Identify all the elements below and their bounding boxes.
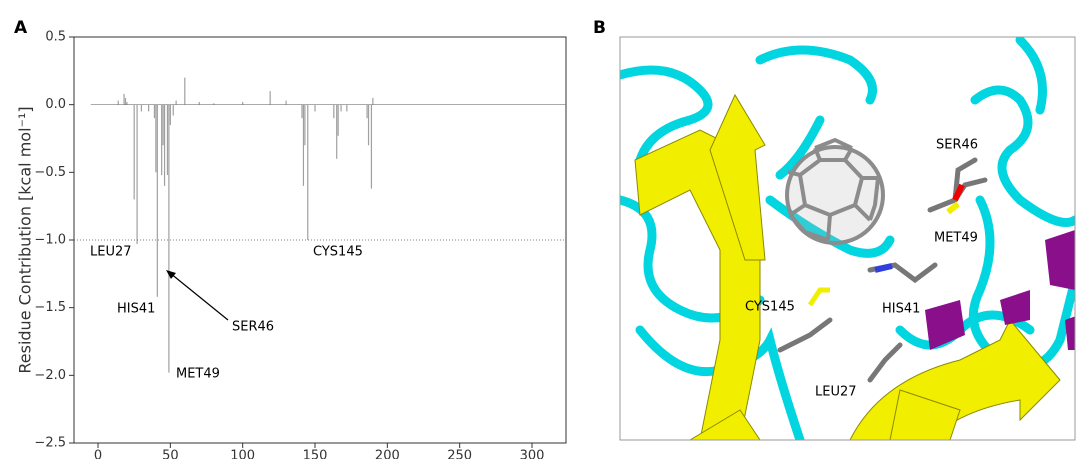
bar: [242, 101, 244, 105]
bar: [302, 104, 305, 186]
residue-label: CYS145: [745, 300, 795, 315]
bar: [161, 104, 163, 176]
bar: [307, 104, 309, 241]
bar: [175, 100, 177, 105]
bar: [304, 104, 306, 146]
bar: [148, 104, 150, 112]
bar: [163, 104, 166, 186]
x-tick-label: 50: [162, 449, 179, 460]
panel-label: B: [593, 18, 606, 38]
bar: [162, 104, 164, 146]
x-tick-label: 150: [303, 449, 328, 460]
bar: [314, 104, 316, 112]
residue-label: HIS41: [882, 302, 920, 317]
bar: [133, 104, 135, 200]
bar: [169, 104, 171, 125]
y-tick-label: −1.0: [34, 233, 66, 248]
bar: [269, 91, 271, 105]
bar: [346, 104, 348, 112]
y-tick-label: 0.5: [45, 30, 66, 45]
bar: [184, 77, 186, 105]
bar: [124, 97, 127, 105]
x-tick-label: 250: [447, 449, 472, 460]
annotation: LEU27: [90, 245, 132, 260]
bar: [198, 101, 200, 105]
annotation: CYS145: [313, 245, 363, 260]
x-tick-label: 200: [375, 449, 400, 460]
molecule-render: SER46 MET49 HIS41 CYS145 LEU27: [620, 37, 1075, 440]
bar: [136, 104, 138, 245]
arrow-head: [166, 270, 176, 279]
panel-label: A: [14, 18, 28, 38]
bar: [366, 104, 368, 119]
bar: [117, 100, 119, 105]
y-tick-label: −2.0: [34, 368, 66, 383]
residue-label: MET49: [934, 231, 978, 246]
bar: [367, 104, 370, 146]
bar: [285, 100, 287, 105]
bar: [340, 104, 342, 112]
bar: [126, 101, 128, 105]
y-tick-label: −0.5: [34, 165, 66, 180]
bar: [153, 104, 156, 119]
residue-label: SER46: [936, 138, 978, 153]
bar: [166, 104, 169, 176]
annotation: SER46: [232, 320, 274, 335]
bar: [168, 104, 170, 373]
annotation: MET49: [176, 367, 220, 382]
annotation: HIS41: [117, 302, 155, 317]
bar: [213, 103, 215, 105]
x-tick-label: 300: [520, 449, 545, 460]
bar: [301, 104, 303, 119]
annotation-arrow: [169, 272, 229, 321]
x-tick-label: 100: [230, 449, 255, 460]
bar: [333, 104, 335, 119]
residue-label: LEU27: [815, 385, 857, 400]
bar: [140, 104, 143, 112]
x-tick-label: 0: [94, 449, 102, 460]
bar: [172, 104, 174, 116]
image-frame: [619, 36, 1076, 441]
y-axis-title: Residue Contribution [kcal mol⁻¹]: [16, 106, 35, 373]
bar: [156, 104, 158, 297]
bar: [337, 104, 339, 136]
bar: [155, 104, 157, 173]
bar: [336, 104, 338, 159]
bar: [372, 97, 374, 105]
bar: [370, 104, 373, 189]
y-tick-label: −1.5: [34, 300, 66, 315]
y-tick-label: −2.5: [34, 436, 66, 451]
bar: [123, 93, 125, 105]
y-tick-label: 0.0: [45, 97, 66, 112]
